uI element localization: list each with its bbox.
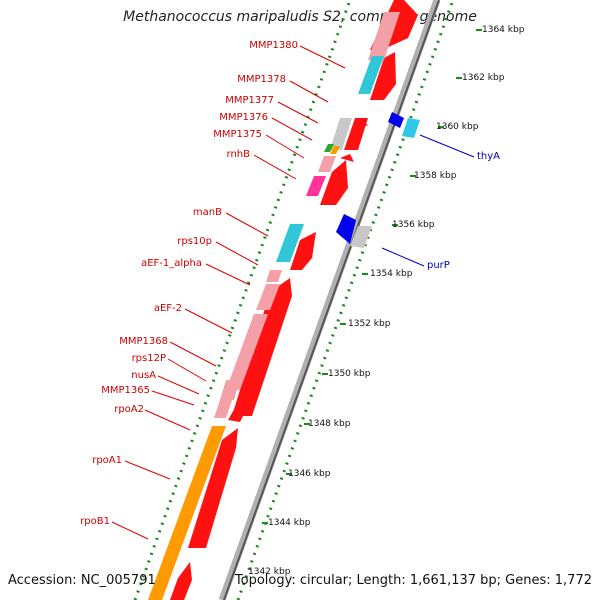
gene-box — [358, 56, 384, 94]
reverse-gene-lane — [336, 112, 420, 248]
forward-gene-lane — [170, 0, 418, 600]
gene-arrow — [370, 52, 396, 100]
gene-box-lane — [148, 12, 400, 600]
gene-box — [276, 224, 304, 262]
gene-box — [220, 380, 240, 400]
gene-box-reverse — [402, 118, 420, 138]
gene-box — [266, 270, 282, 282]
gene-box — [324, 144, 334, 152]
gene-box — [330, 118, 352, 150]
left-leader-lines — [111, 45, 346, 540]
scale-ticks — [262, 29, 482, 524]
gene-box — [318, 156, 336, 172]
gene-box — [330, 146, 340, 154]
accession-text: Accession: NC_005791 — [8, 573, 156, 588]
gene-box-reverse — [350, 226, 372, 248]
gene-arrow — [340, 154, 354, 162]
gene-box — [368, 12, 400, 60]
backbone-line — [223, 0, 440, 600]
gene-arrow — [290, 232, 316, 270]
gene-box — [214, 400, 232, 418]
gene-arrow-reverse — [388, 112, 404, 128]
genome-summary-text: Topology: circular; Length: 1,661,137 bp… — [234, 573, 592, 588]
gene-arrow — [188, 428, 238, 548]
gene-arrow — [320, 160, 348, 205]
gene-arrow — [228, 406, 246, 422]
gene-box — [148, 426, 226, 600]
backbone-shadow — [218, 0, 441, 600]
inner-tick-line — [133, 0, 352, 600]
right-leader-lines — [381, 134, 475, 267]
gene-box — [256, 284, 280, 310]
gene-arrow — [355, 118, 368, 126]
gene-box — [306, 176, 326, 196]
gene-arrow — [344, 118, 368, 150]
gene-arrow-reverse — [336, 214, 356, 244]
gene-arrow — [170, 562, 192, 600]
gene-box — [226, 314, 268, 390]
gene-arrow — [238, 372, 256, 405]
